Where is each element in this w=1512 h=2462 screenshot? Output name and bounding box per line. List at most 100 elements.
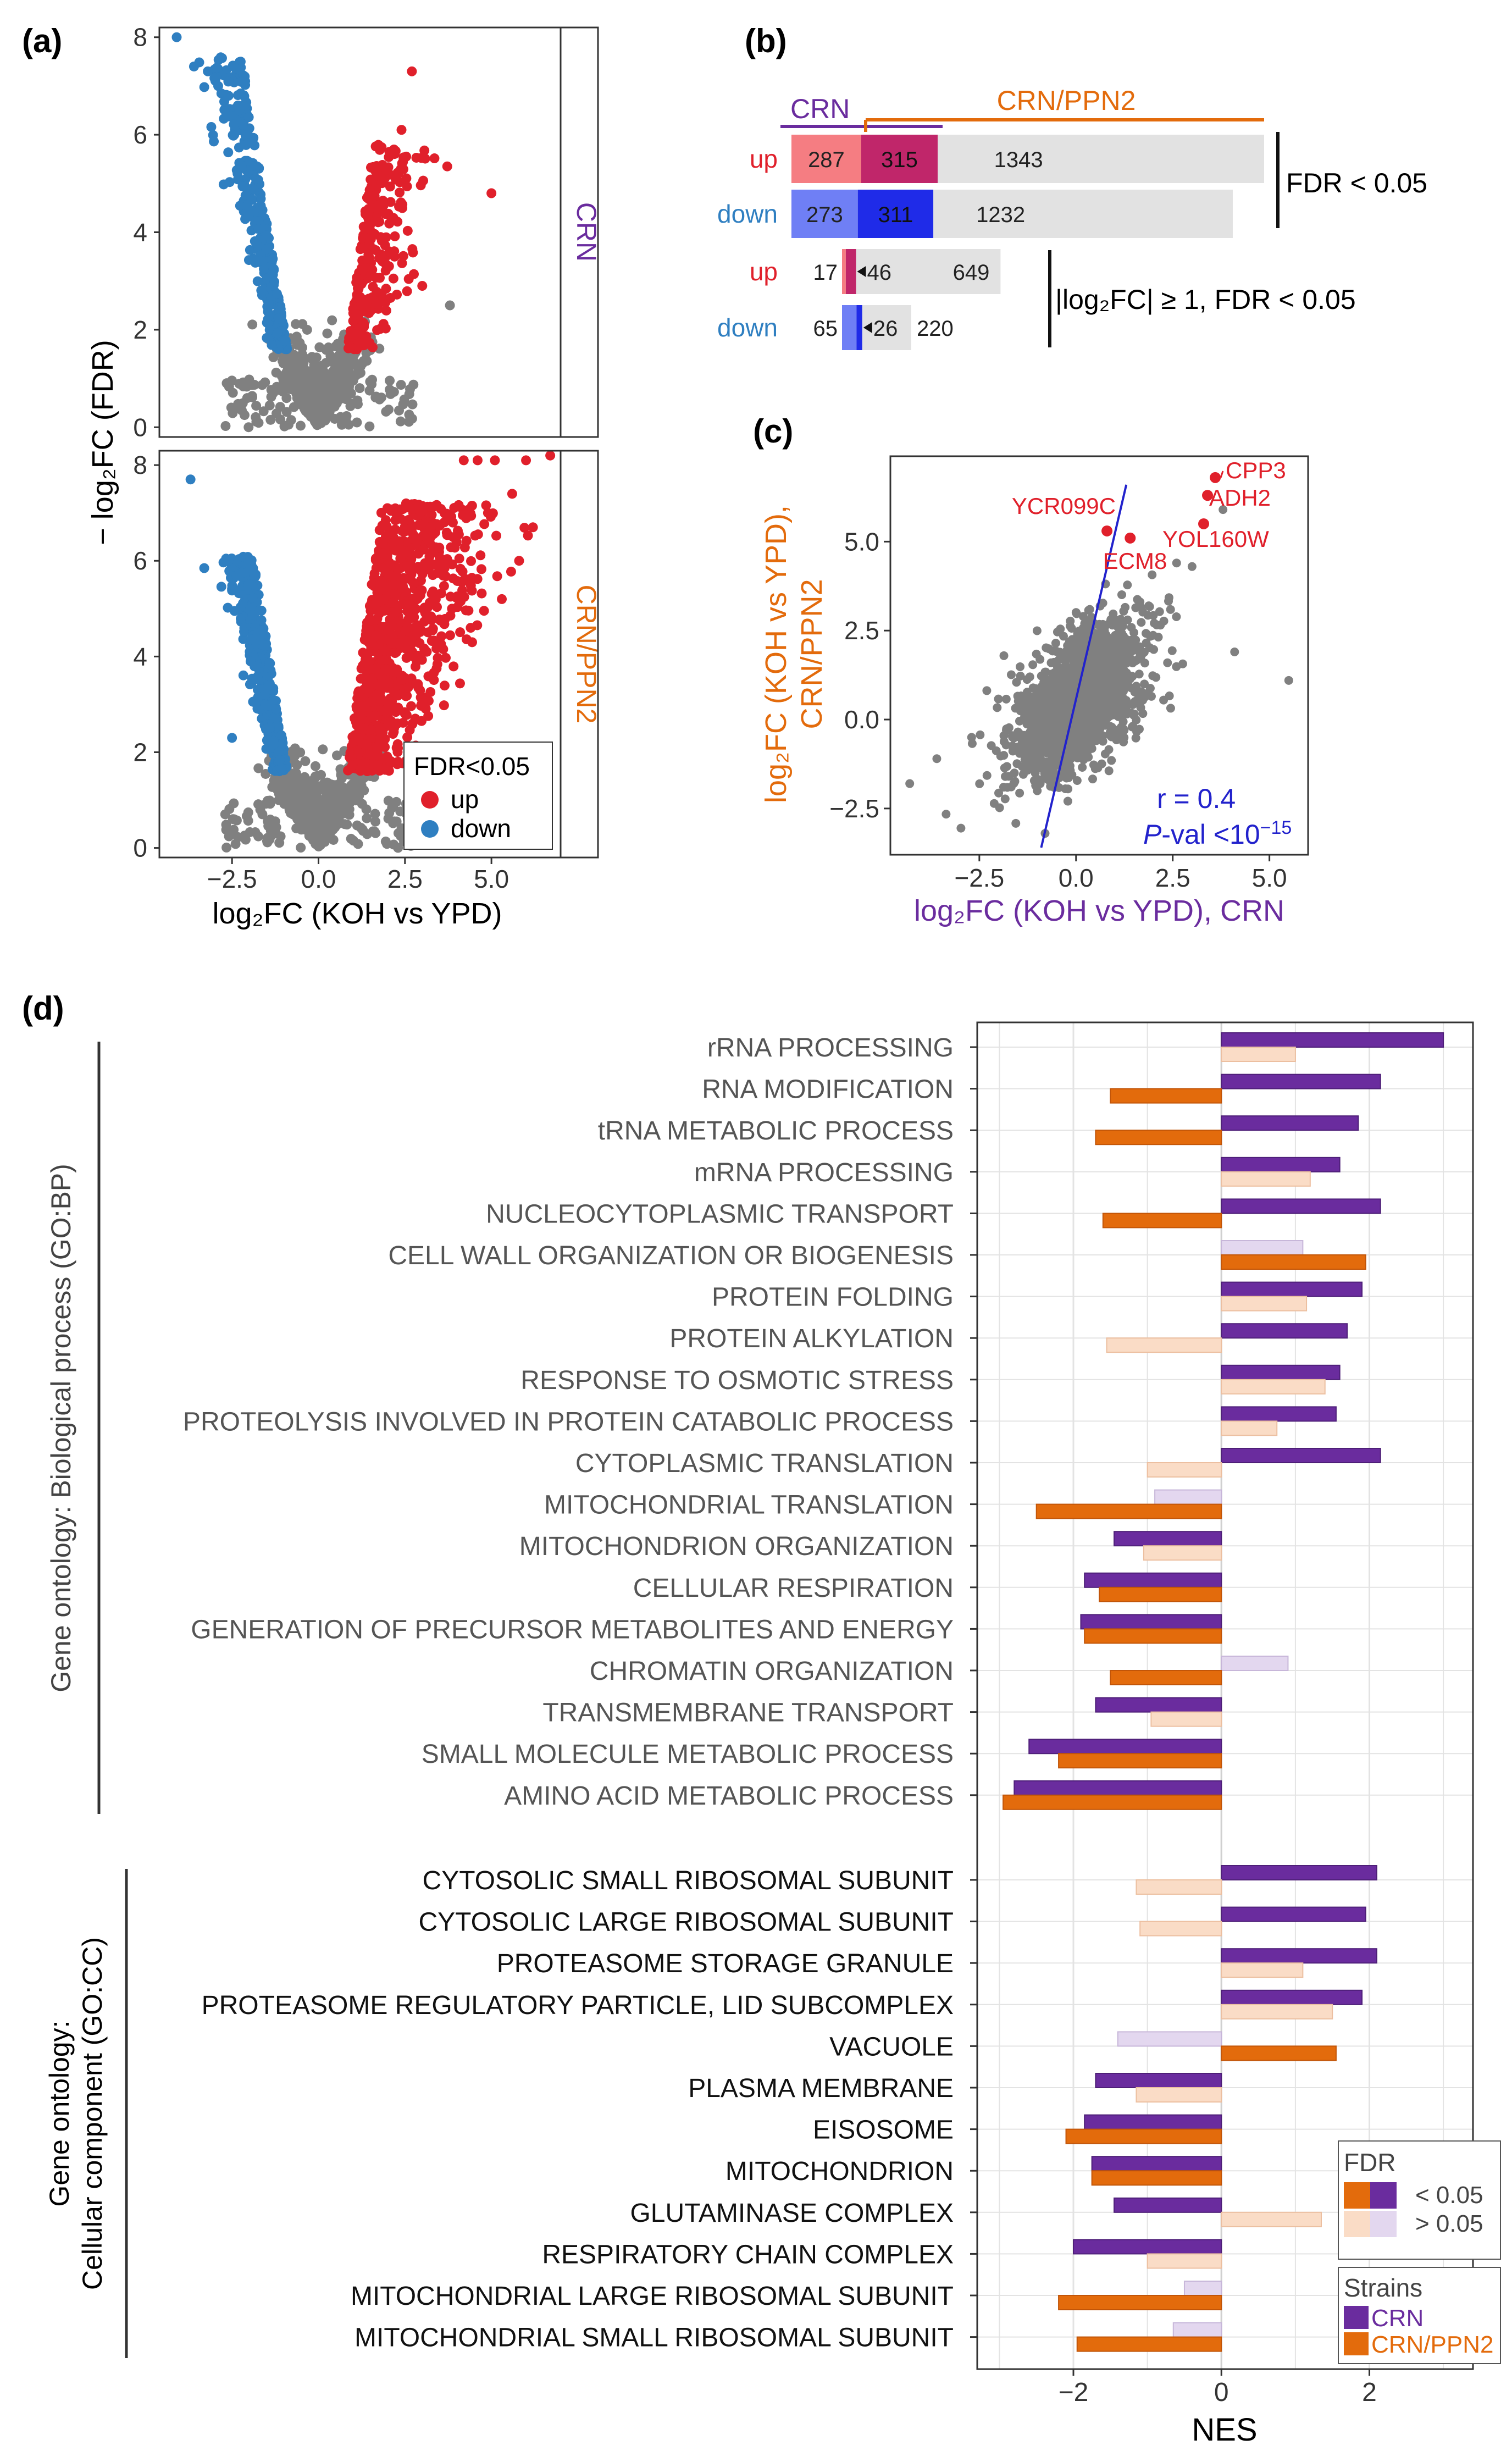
volcano-point-up	[389, 727, 399, 737]
volcano-point-up	[465, 508, 475, 519]
volcano-point-ns	[237, 398, 248, 408]
volcano-point-down	[274, 313, 284, 324]
volcano-point-up	[378, 538, 388, 549]
volcano-point-down	[264, 659, 274, 670]
volcano-point-down	[251, 237, 262, 248]
volcano-point-up	[395, 177, 405, 187]
volcano-point-ns	[265, 799, 275, 809]
volcano-point-up	[414, 500, 424, 510]
volcano-point-up	[351, 703, 362, 713]
volcano-point-up	[373, 163, 383, 173]
volcano-point-ns	[348, 836, 359, 846]
volcano-point-up	[392, 759, 402, 770]
volcano-point-ns	[317, 783, 328, 794]
volcano-point-up	[370, 554, 381, 564]
volcano-point-outlier	[458, 455, 469, 466]
overlap-header-crn: CRN	[790, 93, 850, 124]
correlation-point	[996, 751, 1005, 761]
volcano-point-ns	[370, 809, 380, 819]
volcano-point-ns	[296, 825, 307, 835]
volcano-point-ns	[320, 415, 330, 425]
volcano-point-up	[436, 631, 447, 641]
volcano-point-up	[376, 696, 386, 706]
volcano-point-ns	[385, 389, 396, 399]
volcano-point-up	[412, 628, 422, 638]
volcano-point-ns	[228, 388, 238, 398]
correlation-point	[976, 730, 985, 739]
volcano-point-ns	[324, 799, 334, 810]
volcano-point-up	[459, 573, 470, 584]
correlation-point	[1167, 646, 1177, 655]
correlation-point	[1140, 659, 1149, 668]
volcano-point-up	[358, 765, 368, 775]
correlation-point	[1088, 774, 1098, 784]
volcano-point-up	[447, 604, 457, 614]
volcano-point-outlier	[545, 450, 556, 461]
volcano-point-up	[372, 286, 382, 297]
correlation-point	[1164, 593, 1173, 602]
overlap-bar-ppn2-only	[938, 135, 1264, 183]
volcano-point-ns	[295, 421, 306, 431]
volcano-point-ns	[331, 362, 342, 372]
volcano-point-up	[353, 720, 363, 730]
facet-label-ppn2: CRN/PPN2	[571, 585, 602, 724]
volcano-point-up	[434, 552, 445, 563]
volcano-point-ns	[342, 820, 352, 830]
volcano-point-ns	[355, 383, 365, 394]
volcano-point-up	[418, 530, 428, 541]
volcano-point-ns	[301, 788, 311, 799]
volcano-point-up	[402, 225, 413, 236]
volcano-y-tick-label: 0	[133, 413, 147, 441]
overlap-count-crn-only: 273	[806, 203, 843, 227]
correlation-point	[1010, 768, 1019, 778]
volcano-point-ns	[267, 782, 278, 792]
volcano-point-up	[381, 165, 391, 175]
volcano-point-down	[256, 285, 267, 296]
correlation-point	[1136, 700, 1145, 710]
volcano-x-tick-label: 0.0	[301, 865, 336, 893]
volcano-point-ns	[260, 377, 270, 388]
volcano-point-ns	[331, 818, 342, 829]
correlation-point	[1133, 595, 1142, 604]
correlation-point	[1044, 644, 1054, 654]
volcano-point-up	[402, 561, 413, 572]
correlation-point	[999, 731, 1009, 740]
volcano-point-up	[442, 161, 452, 171]
correlation-point	[1041, 710, 1050, 719]
volcano-point-up	[353, 733, 364, 744]
volcano-point-up	[420, 558, 430, 568]
volcano-point-up	[353, 688, 363, 698]
volcano-point-up	[417, 698, 427, 709]
volcano-point-up	[419, 616, 429, 627]
correlation-point	[1105, 708, 1115, 717]
volcano-point-up	[443, 512, 453, 522]
volcano-ppn2-points	[185, 450, 556, 853]
volcano-point-up	[357, 338, 367, 348]
volcano-point-outlier	[417, 281, 428, 291]
overlap-header-both: CRN/PPN2	[997, 85, 1136, 116]
correlation-point	[1016, 662, 1025, 671]
volcano-point-up	[466, 556, 477, 566]
volcano-point-up	[419, 145, 430, 156]
volcano-point-ns	[308, 803, 319, 814]
volcano-point-down	[279, 336, 290, 346]
volcano-point-ns	[274, 795, 284, 805]
correlation-point	[1011, 818, 1021, 828]
correlation-point	[1156, 621, 1165, 630]
overlap-count-overlap: 26	[873, 317, 898, 341]
correlation-point	[1121, 602, 1130, 612]
volcano-point-up	[385, 181, 395, 192]
volcano-point-up	[448, 573, 458, 584]
correlation-point	[1159, 695, 1168, 705]
volcano-point-ns	[251, 417, 262, 427]
volcano-point-up	[379, 646, 390, 656]
volcano-point-up	[384, 147, 395, 157]
volcano-point-up	[365, 724, 376, 735]
correlation-point	[1137, 618, 1146, 627]
volcano-point-ns	[243, 422, 254, 433]
volcano-point-up	[378, 196, 388, 206]
volcano-point-ns	[270, 816, 280, 827]
volcano-point-outlier	[483, 508, 493, 518]
volcano-point-up	[476, 564, 486, 574]
